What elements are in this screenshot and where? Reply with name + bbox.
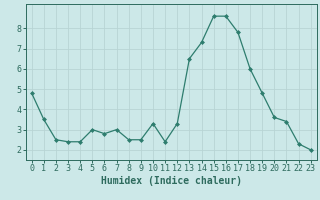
X-axis label: Humidex (Indice chaleur): Humidex (Indice chaleur) bbox=[101, 176, 242, 186]
